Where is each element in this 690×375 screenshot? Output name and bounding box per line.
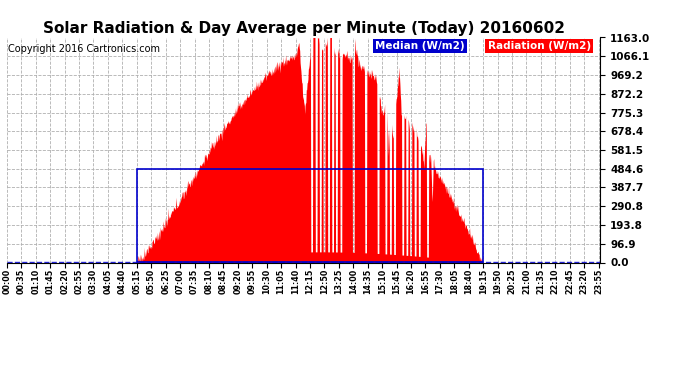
Text: Median (W/m2): Median (W/m2) xyxy=(375,41,464,51)
Text: Copyright 2016 Cartronics.com: Copyright 2016 Cartronics.com xyxy=(8,44,160,54)
Title: Solar Radiation & Day Average per Minute (Today) 20160602: Solar Radiation & Day Average per Minute… xyxy=(43,21,564,36)
Bar xyxy=(137,169,483,262)
Text: Radiation (W/m2): Radiation (W/m2) xyxy=(488,41,591,51)
